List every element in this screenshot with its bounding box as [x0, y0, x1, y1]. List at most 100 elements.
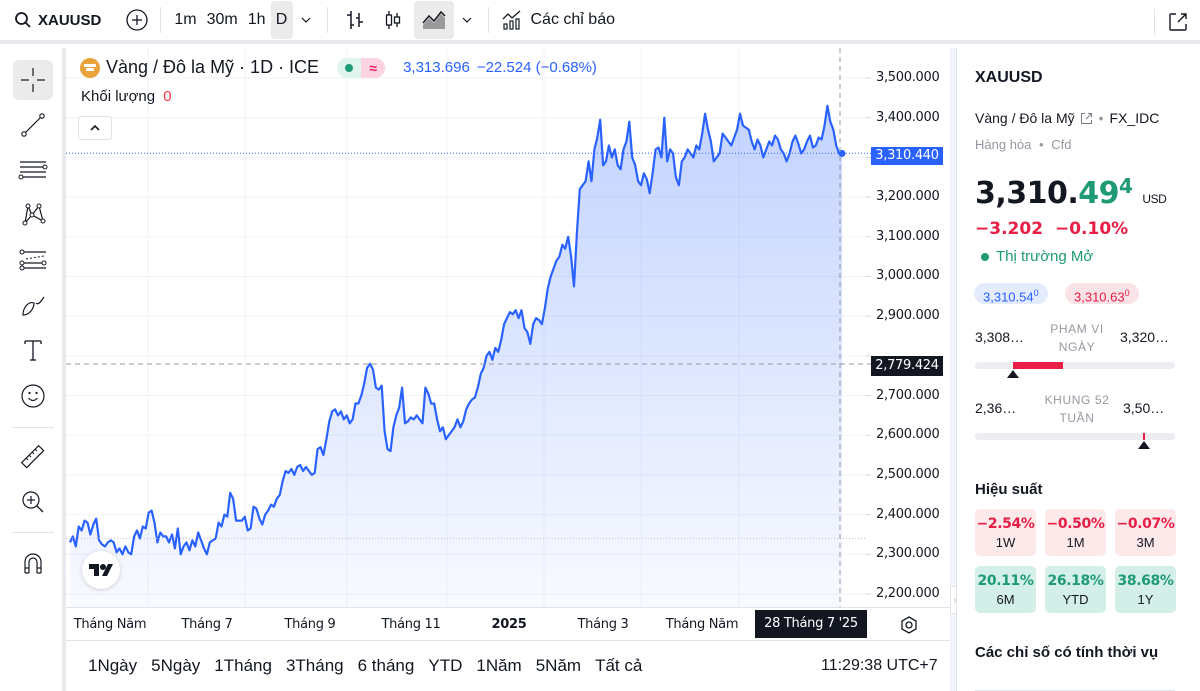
day-range-fill: [1013, 362, 1063, 369]
performance-card-1m[interactable]: −0.50% 1M: [1045, 509, 1106, 556]
crosshair-tool[interactable]: [13, 60, 53, 100]
chart-settings-button[interactable]: [898, 614, 920, 636]
chart-legend: Vàng / Đô la Mỹ · 1D · ICE ≈ 3,313.696 −…: [80, 57, 597, 78]
candles-icon: [385, 11, 400, 29]
performance-card-1w[interactable]: −2.54% 1W: [975, 509, 1036, 556]
time-axis[interactable]: Tháng Năm Tháng 7 Tháng 9 Tháng 11 2025 …: [66, 608, 867, 640]
performance-card-ytd[interactable]: 26.18% YTD: [1045, 566, 1106, 613]
date-range-bar: 1Ngày 5Ngày 1Tháng 3Tháng 6 tháng YTD 1N…: [66, 640, 950, 691]
price-chart[interactable]: [66, 48, 950, 608]
price-tick-label: 3,100.000: [876, 228, 940, 244]
text-tool[interactable]: [13, 330, 53, 370]
performance-period: 1W: [995, 534, 1016, 550]
interval-dropdown[interactable]: [293, 1, 319, 39]
zoom-in-tool[interactable]: [13, 482, 53, 522]
performance-card-1y[interactable]: 38.68% 1Y: [1115, 566, 1176, 613]
tools-divider: [12, 427, 54, 428]
week52-marker: [1138, 441, 1150, 449]
seasonals-title[interactable]: Các chỉ số có tính thời vụ: [975, 644, 1159, 661]
chart-type-dropdown[interactable]: [454, 1, 480, 39]
market-status-pill[interactable]: ≈: [337, 57, 386, 78]
indicators-label: Các chỉ báo: [530, 11, 616, 28]
text-icon: [24, 340, 42, 361]
day-range-low: 3,308…: [975, 329, 1025, 345]
week52-label-1: KHUNG 52: [1044, 393, 1110, 407]
price-sup: 4: [1119, 174, 1133, 198]
brush-tool[interactable]: [13, 285, 53, 325]
price-tick-label: 3,500.000: [876, 70, 940, 85]
symbol-label: XAUUSD: [38, 11, 102, 29]
range-3m[interactable]: 3Tháng: [285, 656, 344, 675]
trend-line-tool[interactable]: [13, 105, 53, 145]
performance-card-6m[interactable]: 20.11% 6M: [975, 566, 1036, 613]
performance-period: 6M: [996, 591, 1015, 607]
gold-symbol-icon: [80, 57, 100, 78]
price-tick-label: 2,900.000: [876, 308, 940, 324]
symbol-search-button[interactable]: XAUUSD: [14, 1, 101, 39]
range-ytd[interactable]: YTD: [428, 656, 463, 675]
magnet-tool[interactable]: [13, 543, 53, 583]
range-1d[interactable]: 1Ngày: [88, 656, 138, 675]
performance-card-3m[interactable]: −0.07% 3M: [1115, 509, 1176, 556]
performance-period: 1Y: [1137, 591, 1154, 607]
panel-symbol[interactable]: XAUUSD: [975, 69, 1043, 86]
dot-separator: •: [1098, 110, 1104, 126]
currency: USD: [1142, 192, 1167, 206]
range-1y[interactable]: 1Năm: [476, 656, 522, 675]
candles-chart-type-button[interactable]: [374, 1, 412, 39]
price-tick-label: 3,000.000: [876, 268, 940, 284]
compare-symbol-button[interactable]: [122, 1, 152, 39]
price-tick-label: 2,600.000: [876, 427, 940, 443]
area-chart-type-button[interactable]: [413, 1, 454, 39]
performance-period: 3M: [1136, 534, 1155, 550]
panel-name[interactable]: Vàng / Đô la Mỹ: [975, 110, 1075, 126]
gear-icon: [901, 616, 917, 634]
range-5d[interactable]: 5Ngày: [151, 656, 201, 675]
tradingview-logo[interactable]: [82, 551, 120, 589]
day-range-high: 3,320…: [1120, 329, 1170, 345]
measure-tool[interactable]: [13, 437, 53, 477]
interval-30m[interactable]: 30m: [206, 11, 238, 28]
clock-timezone[interactable]: 11:29:38 UTC+7: [821, 657, 938, 674]
bars-chart-type-button[interactable]: [336, 1, 374, 39]
plus-circle-icon: [126, 9, 148, 31]
fullscreen-popout-button[interactable]: [1164, 3, 1192, 41]
indicators-button[interactable]: Các chỉ báo: [497, 1, 620, 39]
week52-fill: [1143, 433, 1145, 440]
price-tick-label: 3,200.000: [876, 189, 940, 205]
week52-low: 2,36…: [975, 400, 1017, 416]
gann-fib-tool[interactable]: [13, 150, 53, 190]
performance-value: −0.50%: [1046, 515, 1105, 532]
chart-pane[interactable]: Vàng / Đô la Mỹ · 1D · ICE ≈ 3,313.696 −…: [66, 48, 950, 691]
external-link-icon[interactable]: [1080, 112, 1093, 125]
crosshair-date-label: 28 Tháng 7 '25: [755, 610, 867, 638]
tools-divider: [12, 532, 54, 533]
interval-D[interactable]: D: [270, 1, 293, 39]
panel-name-row: Vàng / Đô la Mỹ • FX_IDC: [975, 110, 1159, 126]
range-all[interactable]: Tất cả: [595, 656, 643, 675]
interval-1h[interactable]: 1h: [247, 11, 266, 28]
range-1m[interactable]: 1Tháng: [214, 656, 272, 675]
chart-title[interactable]: Vàng / Đô la Mỹ · 1D · ICE: [106, 57, 320, 77]
prediction-tool[interactable]: [13, 240, 53, 280]
smiley-icon: [21, 384, 45, 408]
emoji-tool[interactable]: [13, 376, 53, 416]
panel-price: 3,310.494 USD: [975, 174, 1167, 211]
range-6m[interactable]: 6 tháng: [357, 656, 415, 675]
area-chart-icon: [421, 10, 446, 29]
volume-label: Khối lượng: [81, 88, 156, 105]
panel-category-row: Hàng hóa • Cfd: [975, 137, 1072, 152]
top-toolbar: XAUUSD 1m 30m 1h D Các chỉ báo: [0, 0, 1200, 44]
panel-content: XAUUSD Vàng / Đô la Mỹ • FX_IDC Hàng hóa…: [956, 48, 1200, 691]
change-abs: −3.202: [975, 219, 1044, 239]
day-range-track: [975, 362, 1175, 369]
market-status[interactable]: Thị trường Mở: [981, 248, 1093, 265]
legend-price: 3,313.696: [403, 59, 470, 76]
ask-price: 3,310.63: [1074, 289, 1125, 305]
pattern-tool[interactable]: [13, 195, 53, 235]
price-tick-label: 3,400.000: [876, 109, 940, 125]
collapse-legend-button[interactable]: [78, 116, 112, 140]
interval-1m[interactable]: 1m: [174, 11, 197, 28]
range-5y[interactable]: 5Năm: [535, 656, 582, 675]
bid-badge: 3,310.540: [974, 283, 1048, 304]
